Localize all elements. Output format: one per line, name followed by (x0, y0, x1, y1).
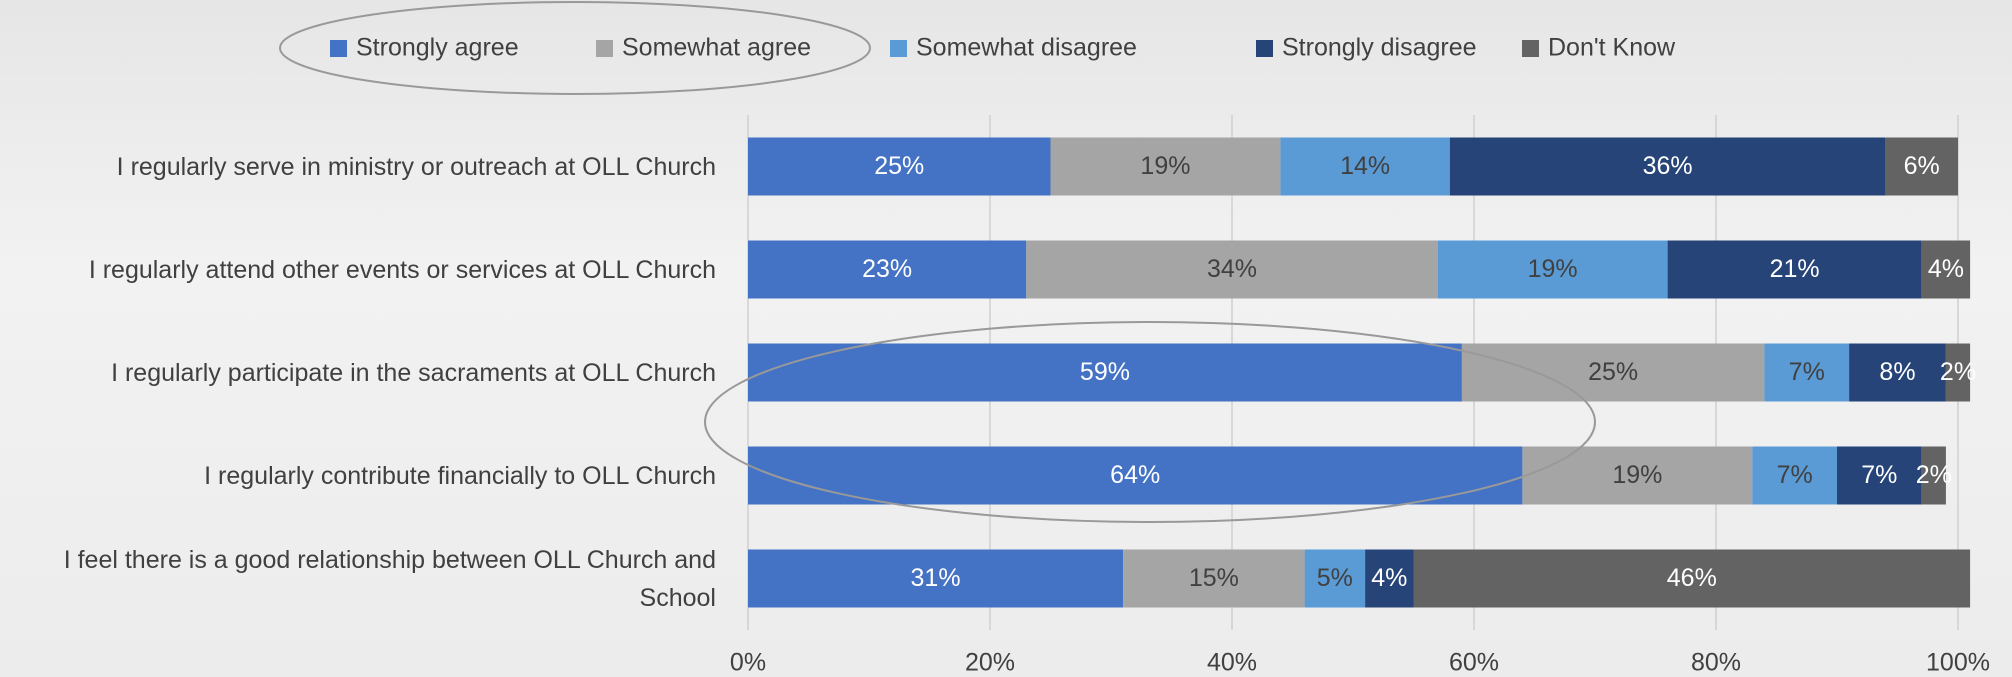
data-label: 2% (1940, 358, 1976, 386)
data-label: 31% (911, 564, 961, 592)
data-label: 7% (1861, 461, 1897, 489)
legend-swatch (890, 40, 907, 57)
x-tick-label: 40% (1207, 649, 1257, 677)
data-label: 25% (874, 152, 924, 180)
bar-segment (1413, 549, 1971, 608)
data-label: 4% (1371, 564, 1407, 592)
data-label: 4% (1928, 255, 1964, 283)
data-label: 19% (1140, 152, 1190, 180)
legend-label: Strongly agree (356, 34, 519, 62)
data-label: 36% (1643, 152, 1693, 180)
bar-segment (1365, 549, 1414, 608)
data-label: 23% (862, 255, 912, 283)
data-label: 6% (1904, 152, 1940, 180)
legend-label: Strongly disagree (1282, 34, 1477, 62)
data-label: 15% (1189, 564, 1239, 592)
data-label: 7% (1789, 358, 1825, 386)
data-label: 64% (1110, 461, 1160, 489)
bar-segment (1764, 343, 1850, 402)
bar-segment (1461, 343, 1765, 402)
legend-label: Don't Know (1548, 34, 1676, 62)
bar-segment (1921, 446, 1946, 505)
bar-segment (1945, 343, 1971, 402)
legend-swatch (1256, 40, 1273, 57)
bar-segment (1849, 343, 1946, 402)
data-label: 21% (1770, 255, 1820, 283)
bar-segment (1752, 446, 1837, 505)
x-tick-label: 80% (1691, 649, 1741, 677)
data-label: 34% (1207, 255, 1257, 283)
data-label: 46% (1667, 564, 1717, 592)
bar-segment (748, 240, 1027, 299)
data-label: 2% (1916, 461, 1952, 489)
data-label: 19% (1612, 461, 1662, 489)
y-tick-label: I feel there is a good relationship betw… (63, 545, 716, 612)
bar-segment (1885, 137, 1958, 196)
bar-segment (748, 446, 1523, 505)
y-tick-label: I regularly attend other events or servi… (88, 255, 716, 284)
bar-segment (1837, 446, 1922, 505)
x-tick-label: 100% (1926, 649, 1990, 677)
bar-segment (1050, 137, 1281, 196)
legend-label: Somewhat disagree (916, 34, 1137, 62)
legend-swatch (330, 40, 347, 57)
data-label: 7% (1777, 461, 1813, 489)
bar-segment (1280, 137, 1450, 196)
bar-segment (1123, 549, 1305, 608)
data-label: 14% (1340, 152, 1390, 180)
bar-segment (748, 549, 1124, 608)
y-tick-label: I regularly participate in the sacrament… (111, 358, 716, 387)
legend-swatch (596, 40, 613, 57)
bar-segment (1921, 240, 1971, 299)
legend-label: Somewhat agree (622, 34, 811, 62)
bar-segment (748, 137, 1051, 196)
x-tick-label: 60% (1449, 649, 1499, 677)
y-tick-label: I regularly serve in ministry or outreac… (116, 152, 716, 181)
highlight-ellipse (279, 1, 871, 95)
bar-segment (1437, 240, 1668, 299)
highlight-ellipse (704, 321, 1596, 523)
bar-segment (1667, 240, 1922, 299)
bar-segment (1304, 549, 1366, 608)
bar-segment (1449, 137, 1886, 196)
data-label: 8% (1879, 358, 1915, 386)
data-label: 5% (1317, 564, 1353, 592)
data-label: 19% (1528, 255, 1578, 283)
data-label: 59% (1080, 358, 1130, 386)
bar-segment (1026, 240, 1438, 299)
x-tick-label: 0% (730, 649, 766, 677)
legend-swatch (1522, 40, 1539, 57)
bar-segment (1522, 446, 1753, 505)
data-label: 25% (1588, 358, 1638, 386)
x-tick-label: 20% (965, 649, 1015, 677)
bar-segment (748, 343, 1462, 402)
y-tick-label: I regularly contribute financially to OL… (204, 461, 716, 490)
